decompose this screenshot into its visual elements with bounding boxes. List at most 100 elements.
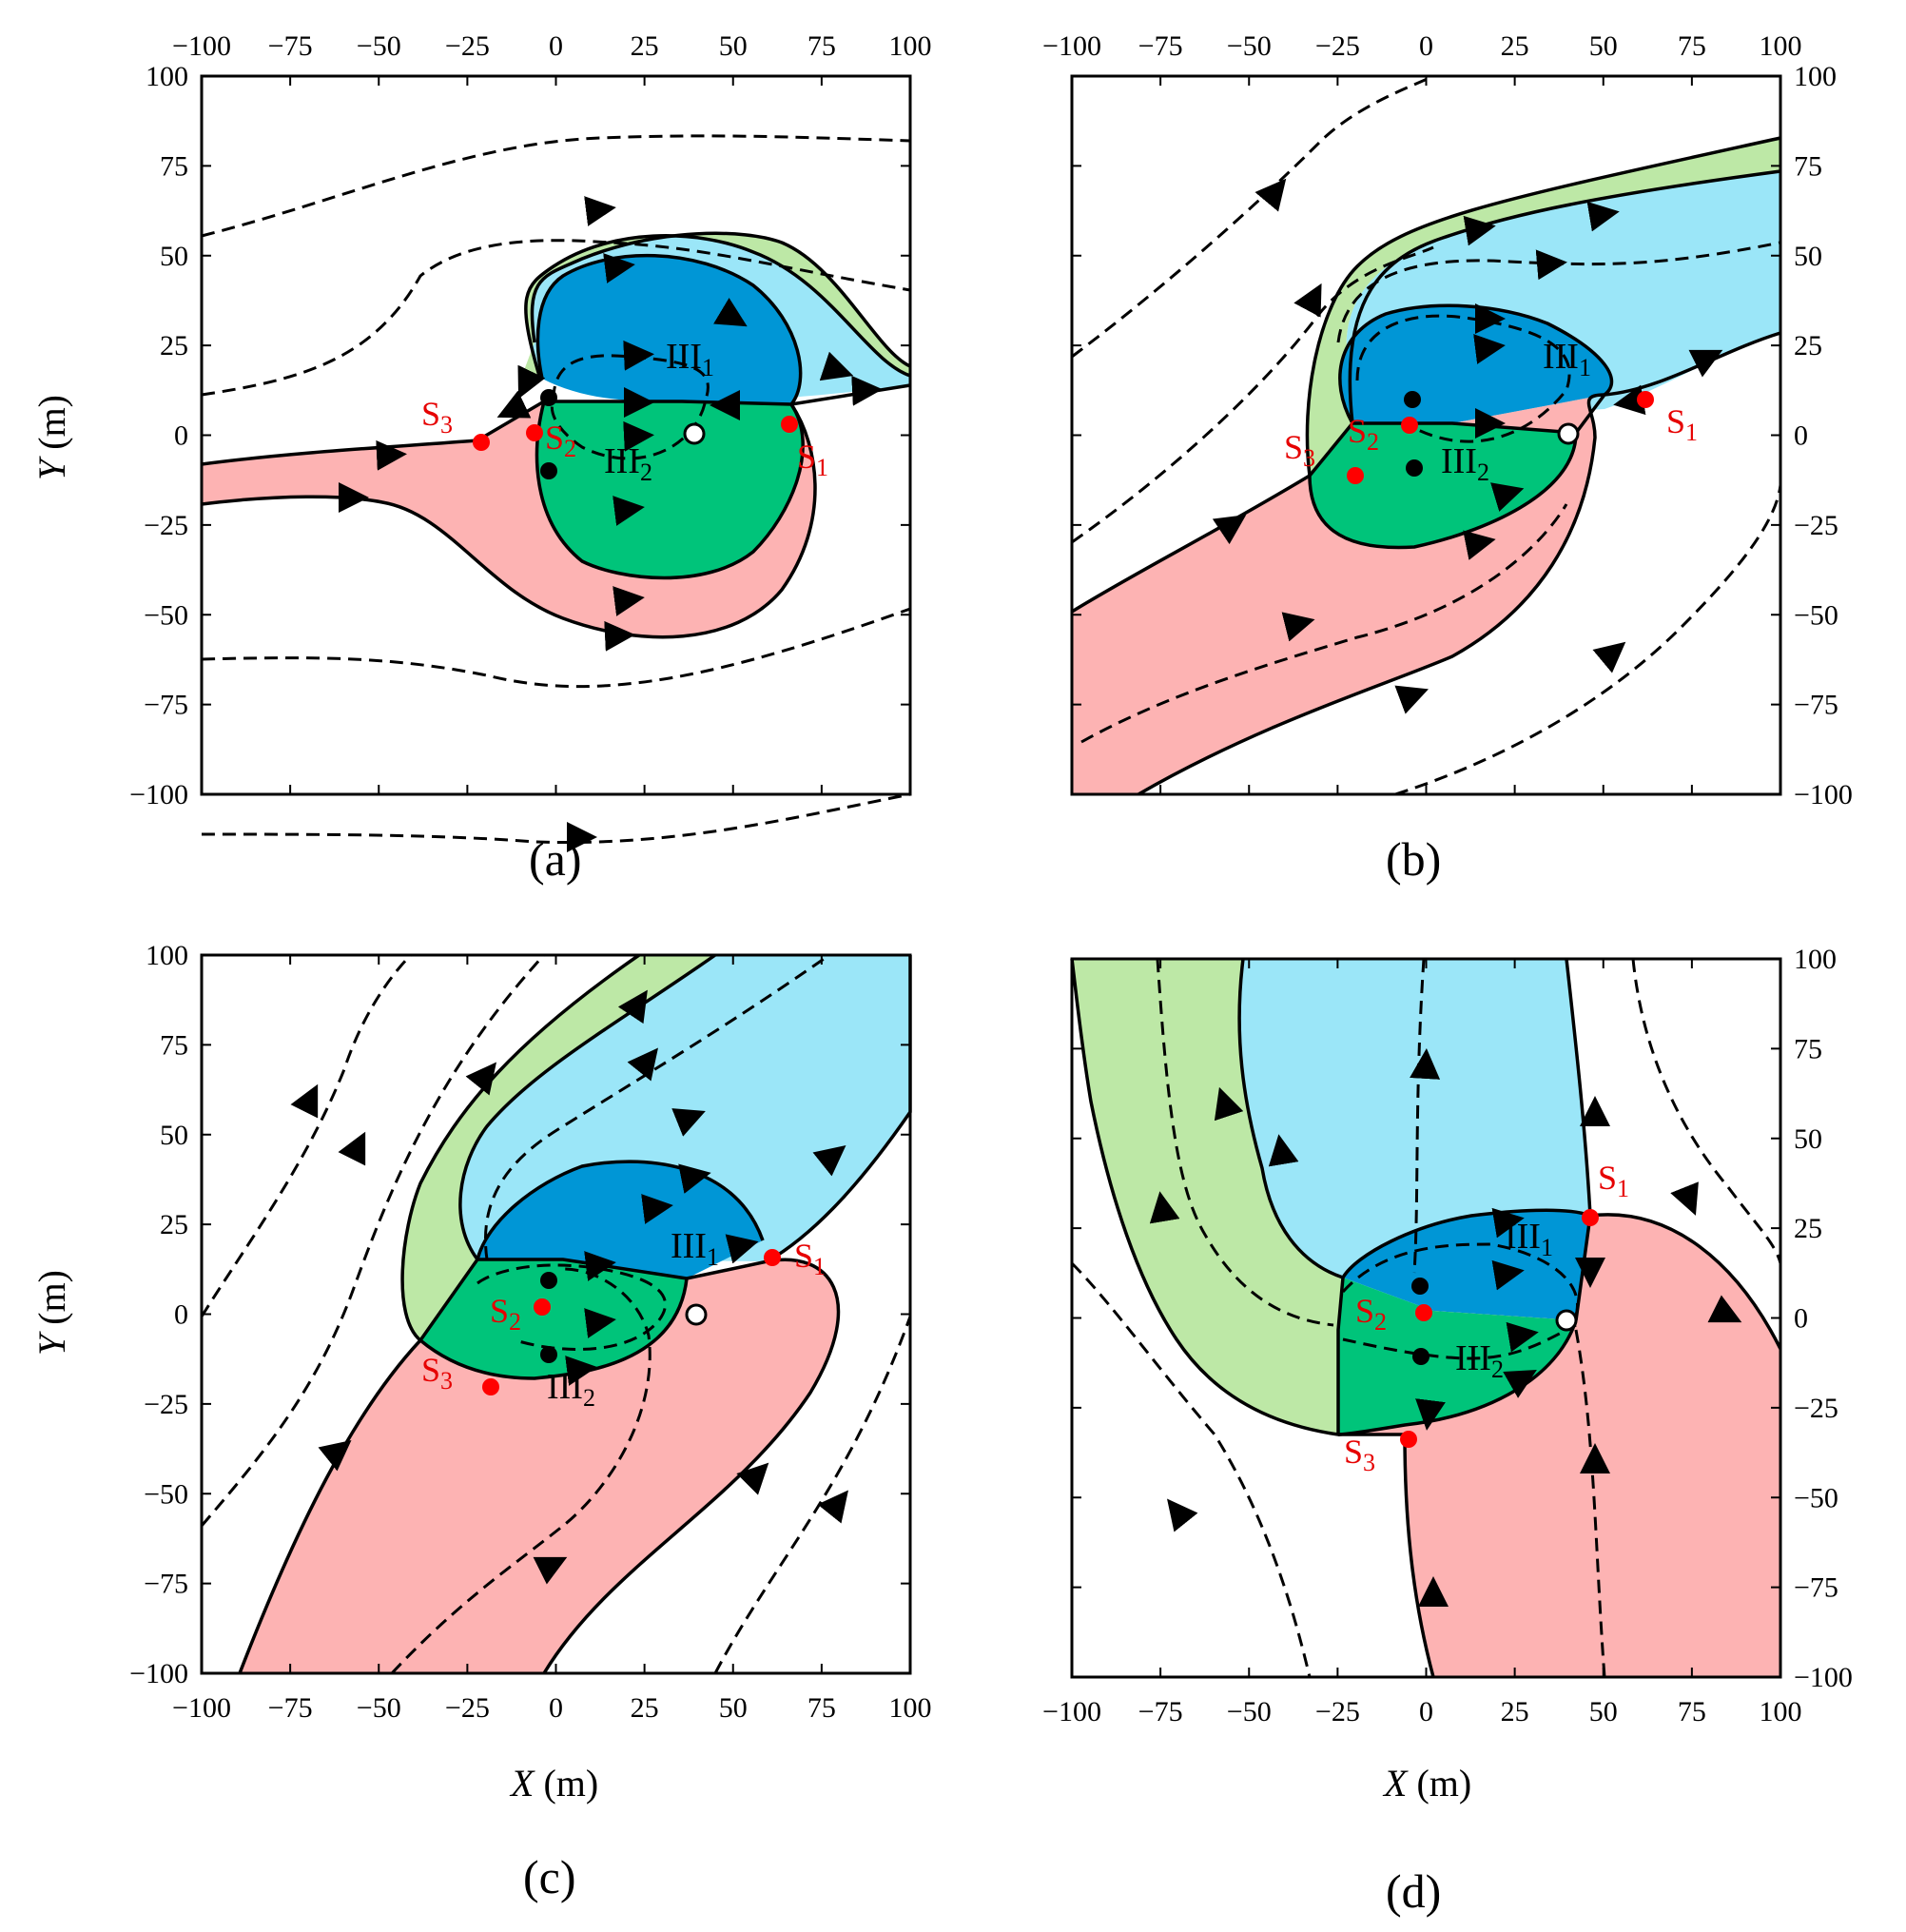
label-s2-a: S2 xyxy=(545,419,576,462)
y-tick-label: 25 xyxy=(160,1209,188,1240)
label-iii1-d: III1 xyxy=(1505,1217,1553,1261)
region-green-dark xyxy=(420,1259,687,1378)
x-tick-label: 0 xyxy=(1419,1696,1433,1727)
label-iii1-c: III1 xyxy=(671,1226,719,1271)
point-s2 xyxy=(534,1298,551,1316)
point-origin-hollow xyxy=(683,422,706,445)
x-tick-label: 0 xyxy=(549,30,563,62)
x-tick-label: −75 xyxy=(268,30,313,62)
region-green-light xyxy=(1072,959,1343,1434)
point-s2 xyxy=(526,424,543,441)
point-s2 xyxy=(1415,1304,1432,1321)
x-tick-label: −100 xyxy=(1042,1696,1101,1727)
point-node-lower xyxy=(540,1346,557,1363)
label-iii1-a: III1 xyxy=(666,337,714,381)
y-tick-label: 100 xyxy=(1794,61,1837,92)
region-labels: III1 III2 III1 III2 III1 III2 III1 III2 xyxy=(547,337,1591,1412)
x-tick-label: −50 xyxy=(357,30,401,62)
x-tick-label: 75 xyxy=(807,30,836,62)
x-tick-label: 50 xyxy=(1589,30,1618,62)
x-tick-label: 50 xyxy=(719,1692,748,1724)
region-light-blue xyxy=(1239,959,1590,1278)
point-s3 xyxy=(473,434,490,451)
y-tick-label: −75 xyxy=(1794,690,1838,721)
x-axis-label-right: X (m) xyxy=(1382,1762,1471,1805)
x-tick-label: −50 xyxy=(1227,1696,1272,1727)
point-origin-hollow xyxy=(1557,422,1580,445)
x-tick-label: −50 xyxy=(1227,30,1272,62)
y-axis-label-bottom: Y(m) xyxy=(30,1270,73,1356)
y-tick-label: −75 xyxy=(144,1569,188,1600)
y-tick-label: −100 xyxy=(129,779,188,810)
y-axis-label-top: Y(m) xyxy=(30,395,73,480)
label-s1-c: S1 xyxy=(794,1237,826,1280)
x-tick-label: 0 xyxy=(549,1692,563,1724)
point-s1 xyxy=(764,1249,781,1266)
x-tick-label: −25 xyxy=(445,1692,490,1724)
y-tick-label: 100 xyxy=(146,940,188,971)
panel-c xyxy=(200,953,912,1675)
y-tick-label: −75 xyxy=(1794,1572,1838,1604)
label-iii2-b: III2 xyxy=(1441,441,1489,486)
point-node-upper xyxy=(540,1272,557,1289)
region-dark-blue xyxy=(537,255,801,404)
label-iii1-b: III1 xyxy=(1543,337,1591,381)
x-tick-label: 25 xyxy=(631,1692,659,1724)
y-tick-label: 25 xyxy=(1794,1213,1822,1244)
label-s2-b: S2 xyxy=(1348,412,1379,456)
y-tick-label: −25 xyxy=(1794,1393,1838,1424)
y-tick-label: 0 xyxy=(1794,1303,1808,1335)
x-tick-label: 0 xyxy=(1419,30,1433,62)
point-origin-hollow xyxy=(685,1303,708,1326)
label-s1-d: S1 xyxy=(1598,1159,1629,1202)
panel-a xyxy=(201,134,911,852)
point-s3 xyxy=(1347,467,1364,484)
y-tick-label: −100 xyxy=(129,1658,188,1689)
label-s3-c: S3 xyxy=(421,1351,453,1395)
x-tick-label: −100 xyxy=(172,30,231,62)
y-tick-label: 0 xyxy=(174,1299,188,1331)
point-node-lower xyxy=(1412,1348,1430,1365)
x-tick-label: −75 xyxy=(1138,1696,1183,1727)
point-node-upper xyxy=(540,389,557,406)
y-tick-label: 0 xyxy=(1794,420,1808,452)
region-pink xyxy=(240,1259,839,1673)
x-tick-label: 100 xyxy=(1760,1696,1802,1727)
label-s3-b: S3 xyxy=(1284,428,1315,472)
panel-label-c: (c) xyxy=(523,1850,576,1903)
x-tick-label: 50 xyxy=(719,30,748,62)
x-tick-label: 100 xyxy=(1760,30,1802,62)
point-s2 xyxy=(1401,417,1418,434)
x-tick-label: 25 xyxy=(631,30,659,62)
y-tick-label: −100 xyxy=(1794,1662,1853,1693)
panel-d xyxy=(1070,958,1782,1678)
y-tick-label: −25 xyxy=(144,510,188,541)
region-green-light xyxy=(520,233,910,381)
x-tick-label: 75 xyxy=(1678,30,1706,62)
label-s2-d: S2 xyxy=(1355,1292,1387,1336)
x-tick-label: 100 xyxy=(889,1692,932,1724)
y-tick-label: −25 xyxy=(144,1389,188,1420)
y-tick-label: 0 xyxy=(174,420,188,452)
label-s2-c: S2 xyxy=(490,1292,521,1336)
x-tick-label: 25 xyxy=(1501,30,1529,62)
panel-labels: (a) (b) (c) (d) xyxy=(523,832,1441,1918)
x-tick-label: −75 xyxy=(1138,30,1183,62)
y-tick-label: −50 xyxy=(144,1478,188,1510)
y-tick-label: 25 xyxy=(160,330,188,361)
x-tick-label: −50 xyxy=(357,1692,401,1724)
point-node-upper xyxy=(1411,1278,1429,1295)
region-green-dark xyxy=(1310,423,1576,548)
region-dark-blue xyxy=(1343,1210,1590,1320)
panel-label-b: (b) xyxy=(1386,832,1441,886)
x-tick-label: −25 xyxy=(445,30,490,62)
x-tick-label: −75 xyxy=(268,1692,313,1724)
panel-b xyxy=(1071,74,1782,796)
label-iii2-a: III2 xyxy=(604,441,652,486)
y-tick-label: 50 xyxy=(160,241,188,272)
y-tick-label: 100 xyxy=(1794,944,1837,975)
point-node-lower xyxy=(540,462,557,479)
x-tick-label: 100 xyxy=(889,30,932,62)
y-tick-label: 50 xyxy=(160,1120,188,1151)
x-tick-label: 75 xyxy=(1678,1696,1706,1727)
